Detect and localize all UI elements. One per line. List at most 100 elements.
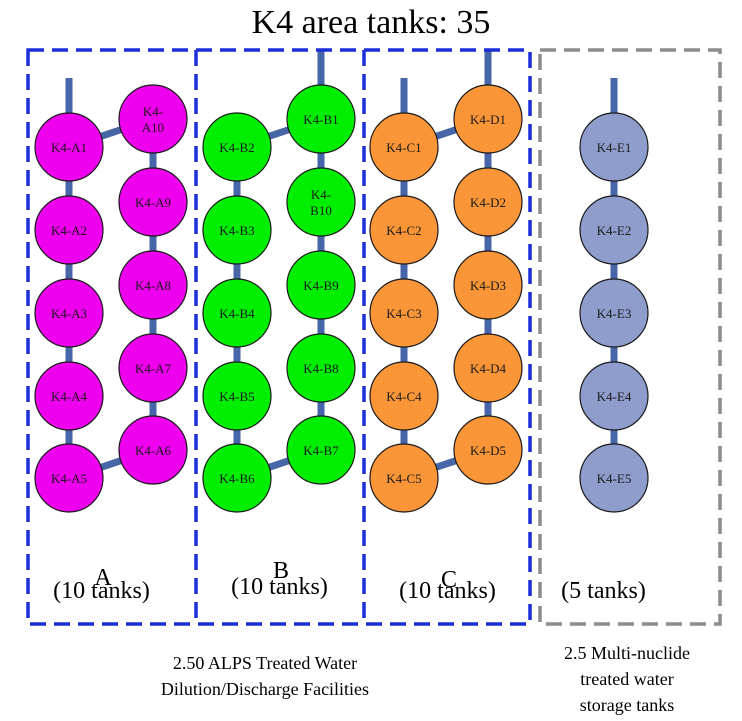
tank-label: K4-B9 bbox=[303, 278, 338, 293]
tank-label: K4-D2 bbox=[470, 195, 506, 210]
tank-label: K4-A3 bbox=[51, 306, 87, 321]
tank-circle bbox=[118, 250, 188, 320]
diagram-title: K4 area tanks: 35 bbox=[251, 4, 491, 41]
tank-label: K4-B6 bbox=[219, 471, 255, 486]
tank-circle bbox=[202, 278, 272, 348]
tank: K4-A6 bbox=[118, 415, 188, 485]
tank: K4-C4 bbox=[369, 361, 439, 431]
storage-caption-line3: storage tanks bbox=[579, 695, 675, 715]
tank: K4-E1 bbox=[579, 112, 649, 182]
tank-label: K4-E2 bbox=[597, 223, 632, 238]
tank-circle bbox=[34, 278, 104, 348]
tank-circle bbox=[579, 195, 649, 265]
tank-label: K4-C4 bbox=[386, 389, 422, 404]
tank-circle bbox=[286, 167, 356, 237]
tank-circle bbox=[34, 112, 104, 182]
tank: K4-B1 bbox=[286, 84, 356, 154]
tank: K4-B2 bbox=[202, 112, 272, 182]
tank-label: K4-D4 bbox=[470, 361, 507, 376]
tank-circle bbox=[202, 443, 272, 513]
tank-label: K4-D1 bbox=[470, 112, 506, 127]
tank-circle bbox=[369, 278, 439, 348]
tank: K4-D1 bbox=[453, 84, 523, 154]
tank-circle bbox=[286, 84, 356, 154]
alps-group-box bbox=[26, 48, 532, 626]
group-A-count: (10 tanks) bbox=[53, 578, 150, 604]
group-boxes-layer bbox=[26, 48, 722, 626]
tank-circle bbox=[202, 195, 272, 265]
tank: K4-B3 bbox=[202, 195, 272, 265]
tank-circle bbox=[453, 250, 523, 320]
tank: K4-E4 bbox=[579, 361, 649, 431]
tank-circle bbox=[202, 112, 272, 182]
tanks-layer: K4-A1 K4-A2 K4-A3 K4-A4 K4-A5 K4-A10 K4-A9 K4-A… bbox=[34, 84, 649, 513]
storage-caption-line1: 2.5 Multi-nuclide bbox=[564, 643, 690, 663]
tank-circle bbox=[453, 167, 523, 237]
tank-circle bbox=[579, 443, 649, 513]
tank-circle bbox=[286, 333, 356, 403]
tank-circle bbox=[453, 84, 523, 154]
tank: K4-A7 bbox=[118, 333, 188, 403]
tank-circle bbox=[34, 443, 104, 513]
tank: K4-B9 bbox=[286, 250, 356, 320]
tank-circle bbox=[202, 361, 272, 431]
tank: K4-C3 bbox=[369, 278, 439, 348]
tank-label: K4-A1 bbox=[51, 140, 87, 155]
group-B-count: (10 tanks) bbox=[231, 574, 328, 600]
tank: K4-C1 bbox=[369, 112, 439, 182]
tank: K4-E5 bbox=[579, 443, 649, 513]
tank-label: K4-A9 bbox=[135, 195, 171, 210]
tank-label: K4-D5 bbox=[470, 443, 506, 458]
tank: K4-A5 bbox=[34, 443, 104, 513]
tank: K4-A2 bbox=[34, 195, 104, 265]
tank-circle bbox=[453, 415, 523, 485]
tank: K4-A10 bbox=[118, 84, 188, 154]
tank-circle bbox=[118, 333, 188, 403]
tank-label: K4-A7 bbox=[135, 361, 172, 376]
tank: K4-B5 bbox=[202, 361, 272, 431]
storage-caption: 2.5 Multi-nuclide treated water storage … bbox=[532, 640, 722, 718]
tank-label: K4-B10 bbox=[310, 187, 332, 218]
group-C-letter: C bbox=[440, 567, 457, 593]
tank: K4-D3 bbox=[453, 250, 523, 320]
tank-circle bbox=[579, 361, 649, 431]
tank-circle bbox=[118, 415, 188, 485]
tank-circle bbox=[369, 195, 439, 265]
tank-label: K4-B7 bbox=[303, 443, 339, 458]
tank-label: K4-A6 bbox=[135, 443, 172, 458]
tank: K4-A3 bbox=[34, 278, 104, 348]
tank: K4-D4 bbox=[453, 333, 523, 403]
tank-label: K4-C5 bbox=[386, 471, 421, 486]
tank-circle bbox=[118, 84, 188, 154]
tank-circle bbox=[118, 167, 188, 237]
tank: K4-B6 bbox=[202, 443, 272, 513]
tank: K4-D5 bbox=[453, 415, 523, 485]
tank: K4-B7 bbox=[286, 415, 356, 485]
tank-label: K4-E1 bbox=[597, 140, 632, 155]
group-E-count: (5 tanks) bbox=[561, 578, 646, 604]
tank: K4-B10 bbox=[286, 167, 356, 237]
tank-label: K4-E5 bbox=[597, 471, 632, 486]
tank: K4-C2 bbox=[369, 195, 439, 265]
tank-label: K4-A10 bbox=[142, 104, 164, 135]
tank-circle bbox=[34, 195, 104, 265]
tank-label: K4-B3 bbox=[219, 223, 254, 238]
alps-caption-line2: Dilution/Discharge Facilities bbox=[160, 679, 370, 699]
tank: K4-E2 bbox=[579, 195, 649, 265]
group-A-letter: A bbox=[94, 565, 112, 591]
tank-label: K4-E3 bbox=[597, 306, 632, 321]
tank-circle bbox=[453, 333, 523, 403]
tank-label: K4-B8 bbox=[303, 361, 338, 376]
tank-label: K4-A8 bbox=[135, 278, 171, 293]
group-C-count: (10 tanks) bbox=[399, 578, 496, 604]
tank-label: K4-B4 bbox=[219, 306, 255, 321]
tank-circle bbox=[369, 443, 439, 513]
tank-circle bbox=[579, 112, 649, 182]
tank-circle bbox=[34, 361, 104, 431]
tank-label: K4-C3 bbox=[386, 306, 421, 321]
tank-label: K4-A2 bbox=[51, 223, 87, 238]
tank: K4-B4 bbox=[202, 278, 272, 348]
tank: K4-D2 bbox=[453, 167, 523, 237]
storage-group-box bbox=[538, 48, 722, 626]
